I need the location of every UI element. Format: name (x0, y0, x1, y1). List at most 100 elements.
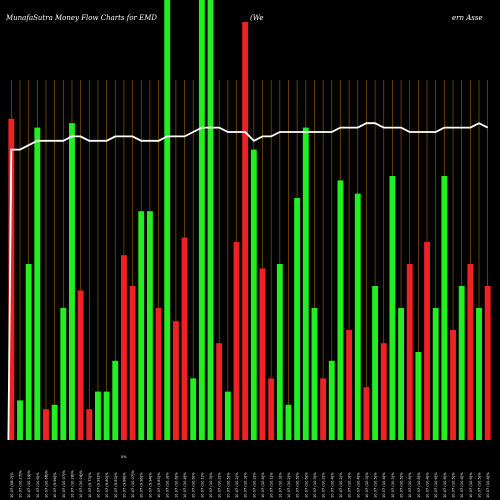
bar (484, 286, 491, 440)
bar (43, 409, 49, 440)
bar (354, 193, 361, 440)
x-tick-label: 10.07 (10.6)% (434, 472, 438, 498)
bar (164, 0, 171, 440)
bar (458, 286, 465, 440)
x-tick-label: 10.07 (10.4)% (460, 472, 464, 498)
x-tick-label: 10.07 (10.5)% (417, 472, 421, 498)
bar (172, 321, 179, 440)
chart-title-mid: (We (250, 14, 264, 22)
x-tick-label: 10.07 (10.4)% (183, 472, 187, 498)
x-tick-label: 10.07 (10.6)% (174, 472, 178, 498)
x-tick-label: 10.07 (10.3)% (313, 472, 317, 498)
price-line (7, 122, 489, 441)
bar (190, 378, 197, 440)
bar (432, 308, 439, 440)
x-tick-label: 10.07 (10.4)% (330, 472, 334, 498)
bar (224, 391, 231, 440)
x-tick-label: 10.07 (10.6)% (304, 472, 308, 498)
x-tick-label: 10.07 (10.4)% (261, 472, 265, 498)
bar (311, 308, 318, 440)
x-tick-label: 10.07 (10.27)% (18, 469, 22, 498)
x-tick-label: 10.07 (10.5)% (374, 472, 378, 498)
bar (233, 242, 240, 440)
bar (155, 308, 162, 440)
bar (60, 308, 67, 440)
bar (120, 255, 127, 440)
x-tick-label: 10.07 (10.1)% (270, 472, 274, 498)
x-tick-label: 10.07 (10.5)% (226, 472, 230, 498)
x-tick-label: 10.07 (10.5)% (478, 472, 482, 498)
x-tick-label: 10.07 (08:7)% (10, 472, 14, 498)
bar (103, 391, 110, 440)
bar (94, 391, 101, 440)
x-tick-label: 10.07 (10.4)% (426, 472, 430, 498)
x-tick-label: 10.07 (10.07)% (62, 469, 66, 498)
bar (112, 360, 119, 440)
x-tick-label: 10.07 (10.3)% (244, 472, 248, 498)
bar (198, 0, 205, 440)
x-tick-label: 10.07 (10.28)% (70, 469, 74, 498)
x-tick-label: 10.07 (9.83)% (157, 472, 161, 498)
bar (216, 343, 223, 440)
bar (441, 176, 448, 440)
x-tick-labels: 10.07 (08:7)% 10.07 (10.27)% 10.07 (10.14)… (10, 469, 490, 498)
bar-series (8, 0, 491, 441)
x-tick-label: 10.07 (9.83)% (114, 472, 118, 498)
x-tick-label: 10.07 (10.3)% (166, 472, 170, 498)
x-tick-label: 10.07 (9.94)% (148, 472, 152, 498)
x-tick-label: 10.07 (10.6)% (443, 472, 447, 498)
bar (424, 242, 430, 440)
bar (268, 378, 275, 440)
bar (380, 343, 387, 440)
x-tick-label: 10.07 (10.4)% (356, 472, 360, 498)
bar (467, 264, 474, 440)
bar (69, 123, 75, 440)
bar (285, 404, 292, 440)
x-tick-label: 10.07 (9.80)% (105, 472, 109, 498)
bar (328, 360, 335, 440)
x-tick-label: 10.07 (10.2)% (235, 472, 239, 498)
bar (250, 149, 257, 440)
bar (415, 352, 422, 440)
bar (138, 211, 145, 440)
stray-label: 0% (121, 455, 127, 459)
bar (476, 308, 482, 440)
x-tick-label: 10.07 (10.3)% (391, 472, 395, 498)
bar (346, 330, 353, 440)
x-tick-label: 10.07 (10.4)% (382, 472, 386, 498)
x-tick-label: 10.07 (10.2)% (218, 472, 222, 498)
x-tick-label: 10.07 (10.1)% (200, 472, 204, 498)
x-tick-label: 10.07 (10.5)% (296, 472, 300, 498)
x-tick-label: 10.07 (10.6)% (469, 472, 473, 498)
x-tick-label: 10.07 (10.04)% (79, 469, 83, 498)
bar (25, 264, 32, 440)
bar (259, 268, 266, 440)
x-tick-label: 10.07 (9.94)% (53, 472, 57, 498)
x-tick-label: 10.07 (10.4)% (486, 472, 490, 498)
bar (302, 127, 309, 440)
bar (294, 198, 301, 440)
bar (242, 22, 249, 440)
x-tick-label: 10.07 (10.5)% (400, 472, 404, 498)
chart-title: MunafaSutra Money Flow Charts for EMD (5, 14, 157, 22)
x-tick-label: 10.07 (10.2)% (287, 472, 291, 498)
x-tick-label: 10.07 (10.3)% (278, 472, 282, 498)
bar (363, 387, 370, 440)
bar (17, 400, 23, 440)
x-tick-label: 10.07 (9.91)% (96, 472, 100, 498)
x-tick-label: 10.07 (10.14)% (27, 469, 31, 498)
x-tick-label: 10.07 (10.66)% (44, 469, 48, 498)
x-tick-label: 10.07 (10.2)% (252, 472, 256, 498)
bar (320, 378, 327, 440)
x-tick-label: 10.07 (10.3)% (365, 472, 369, 498)
x-tick-label: 10.07 (10.3)% (209, 472, 213, 498)
bar (86, 409, 93, 440)
x-tick-label: 10.07 (9.73)% (88, 472, 92, 498)
bar (450, 330, 456, 440)
x-tick-label: 10.07 (10.3)% (348, 472, 352, 498)
bar (34, 127, 41, 440)
bar (398, 308, 405, 440)
chart-title-right: ern Asse (452, 14, 483, 22)
bar (389, 176, 396, 440)
